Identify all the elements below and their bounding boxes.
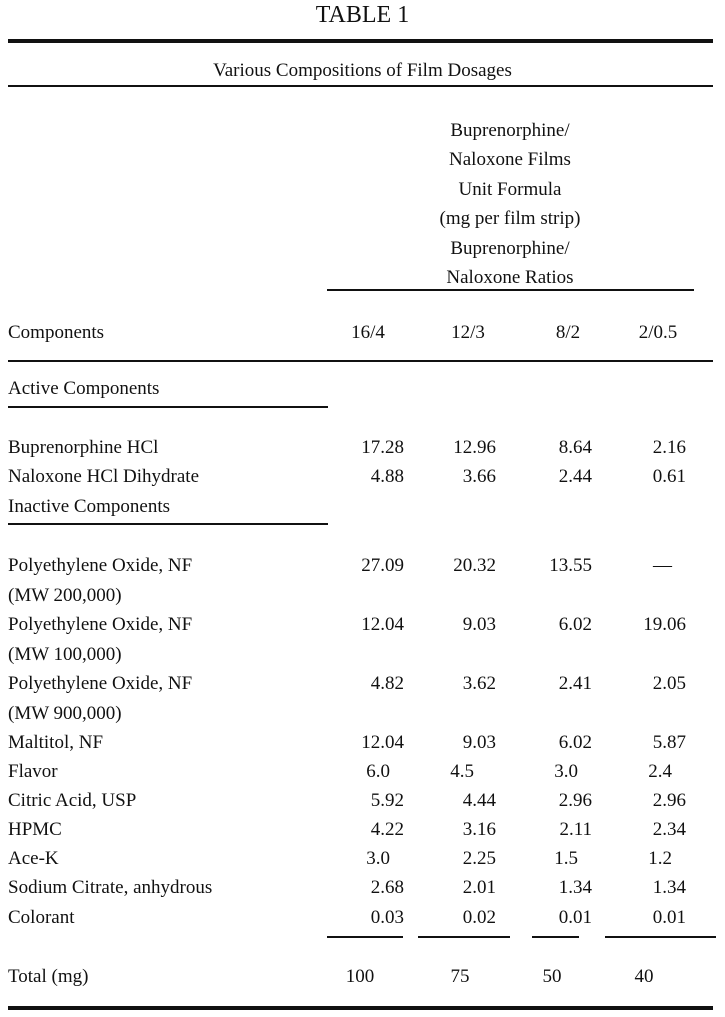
- cell: 5.87: [600, 732, 686, 754]
- caption: Various Compositions of Film Dosages: [0, 60, 725, 82]
- group-header-rule: [327, 289, 694, 291]
- cell: —: [600, 555, 686, 577]
- caption-rule: [8, 85, 713, 87]
- header-line: Buprenorphine/: [330, 116, 690, 145]
- total-cell: 40: [602, 966, 686, 988]
- row-label: Colorant: [8, 907, 75, 929]
- cell: 4.5: [410, 761, 496, 783]
- subtotal-rule: [327, 936, 403, 938]
- section-active-label: Active Components: [8, 378, 159, 400]
- section-active-rule: [8, 406, 328, 408]
- cell: 2.68: [320, 877, 404, 899]
- cell: 2.16: [600, 437, 686, 459]
- header-line: (mg per film strip): [330, 204, 690, 233]
- ratio-header: 8/2: [530, 322, 606, 344]
- cell: 12.96: [410, 437, 496, 459]
- cell: 2.96: [506, 790, 592, 812]
- row-label: Ace-K: [8, 848, 59, 870]
- row-sublabel: (MW 100,000): [8, 644, 122, 666]
- row-label: HPMC: [8, 819, 62, 841]
- cell: 0.01: [506, 907, 592, 929]
- cell: 2.01: [410, 877, 496, 899]
- cell: 1.2: [600, 848, 686, 870]
- row-label: Flavor: [8, 761, 58, 783]
- cell: 6.0: [320, 761, 404, 783]
- cell: 2.44: [506, 466, 592, 488]
- header-line: Unit Formula: [330, 175, 690, 204]
- cell: 1.5: [506, 848, 592, 870]
- cell: 2.05: [600, 673, 686, 695]
- section-inactive-rule: [8, 523, 328, 525]
- cell: 3.66: [410, 466, 496, 488]
- components-header: Components: [8, 322, 104, 344]
- cell: 19.06: [600, 614, 686, 636]
- subtotal-rule: [418, 936, 510, 938]
- row-label: Naloxone HCl Dihydrate: [8, 466, 199, 488]
- cell: 13.55: [506, 555, 592, 577]
- row-sublabel: (MW 200,000): [8, 585, 122, 607]
- header-line: Buprenorphine/: [330, 234, 690, 263]
- cell: 3.0: [506, 761, 592, 783]
- cell: 17.28: [320, 437, 404, 459]
- cell: 2.96: [600, 790, 686, 812]
- cell: 9.03: [410, 732, 496, 754]
- cell: 9.03: [410, 614, 496, 636]
- cell: 2.25: [410, 848, 496, 870]
- cell: 4.88: [320, 466, 404, 488]
- total-cell: 75: [418, 966, 502, 988]
- cell: 5.92: [320, 790, 404, 812]
- subtotal-rule: [605, 936, 716, 938]
- cell: 2.4: [600, 761, 686, 783]
- cell: 27.09: [320, 555, 404, 577]
- cell: 4.44: [410, 790, 496, 812]
- column-group-header: Buprenorphine/ Naloxone Films Unit Formu…: [330, 116, 690, 292]
- ratio-header: 12/3: [418, 322, 518, 344]
- row-label: Polyethylene Oxide, NF: [8, 673, 192, 695]
- cell: 8.64: [506, 437, 592, 459]
- section-inactive-label: Inactive Components: [8, 496, 170, 518]
- row-label: Maltitol, NF: [8, 732, 103, 754]
- total-cell: 50: [510, 966, 594, 988]
- row-sublabel: (MW 900,000): [8, 703, 122, 725]
- cell: 0.01: [600, 907, 686, 929]
- row-label: Citric Acid, USP: [8, 790, 136, 812]
- cell: 6.02: [506, 732, 592, 754]
- cell: 20.32: [410, 555, 496, 577]
- cell: 0.02: [410, 907, 496, 929]
- cell: 0.61: [600, 466, 686, 488]
- bottom-rule: [8, 1006, 713, 1010]
- cell: 3.16: [410, 819, 496, 841]
- row-label: Sodium Citrate, anhydrous: [8, 877, 212, 899]
- header-rule: [8, 360, 713, 362]
- row-label: Polyethylene Oxide, NF: [8, 614, 192, 636]
- cell: 0.03: [320, 907, 404, 929]
- ratio-header: 16/4: [326, 322, 410, 344]
- cell: 3.62: [410, 673, 496, 695]
- total-cell: 100: [318, 966, 402, 988]
- cell: 3.0: [320, 848, 404, 870]
- cell: 2.34: [600, 819, 686, 841]
- cell: 6.02: [506, 614, 592, 636]
- row-label: Polyethylene Oxide, NF: [8, 555, 192, 577]
- subtotal-rule: [532, 936, 579, 938]
- total-label: Total (mg): [8, 966, 88, 988]
- cell: 12.04: [320, 614, 404, 636]
- ratio-header: 2/0.5: [620, 322, 696, 344]
- cell: 12.04: [320, 732, 404, 754]
- cell: 2.41: [506, 673, 592, 695]
- table-title: TABLE 1: [0, 2, 725, 29]
- cell: 4.22: [320, 819, 404, 841]
- cell: 2.11: [506, 819, 592, 841]
- cell: 1.34: [600, 877, 686, 899]
- top-rule: [8, 39, 713, 43]
- row-label: Buprenorphine HCl: [8, 437, 158, 459]
- cell: 1.34: [506, 877, 592, 899]
- cell: 4.82: [320, 673, 404, 695]
- header-line: Naloxone Films: [330, 145, 690, 174]
